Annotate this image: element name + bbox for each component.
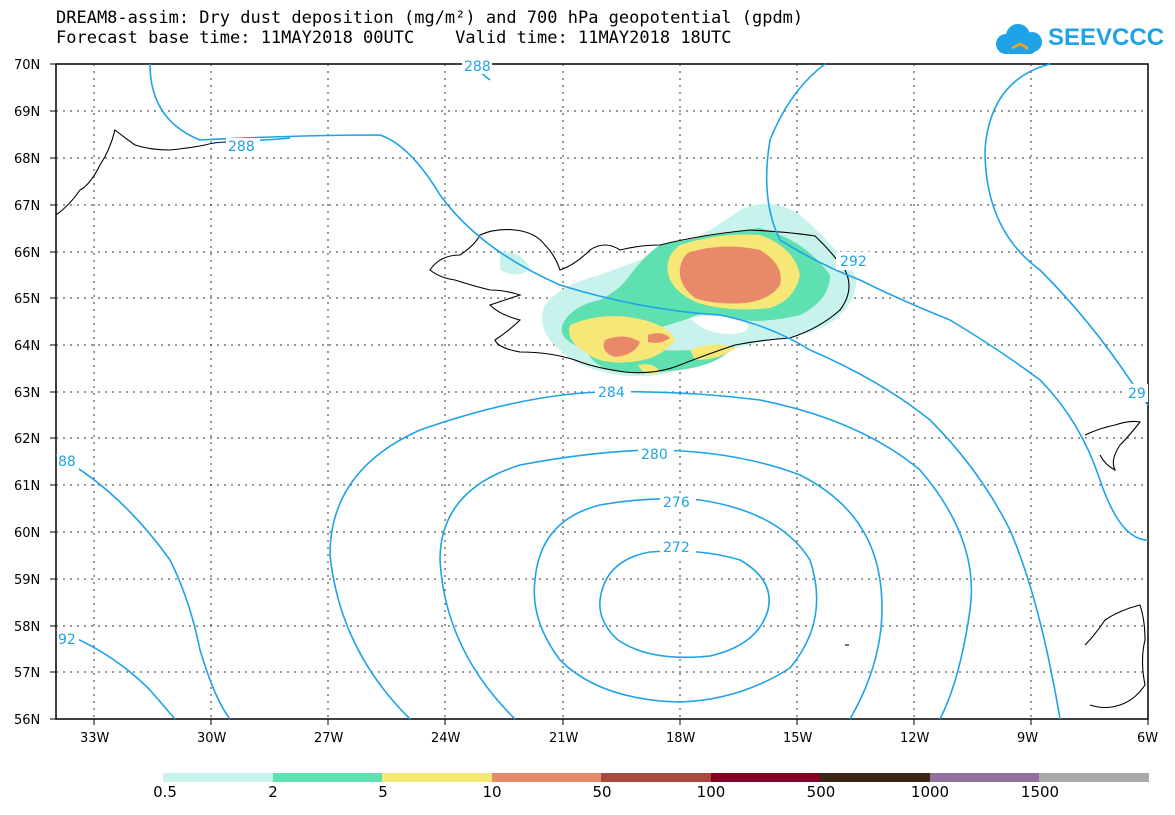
lon-label: 30W xyxy=(197,731,227,746)
colorbar-label: 0.5 xyxy=(153,783,177,801)
contour-label: 276 xyxy=(663,495,690,511)
contour-label: 284 xyxy=(598,385,625,401)
contour-label: 288 xyxy=(228,139,255,155)
lat-label: 66N xyxy=(14,246,40,261)
logo-text: SEEVCCC xyxy=(1048,24,1165,51)
cloud-icon xyxy=(996,24,1042,54)
lat-label: 62N xyxy=(14,432,40,447)
colorbar-segment xyxy=(163,773,273,782)
contour-label-group: 288 288 292 284 280 276 272 29 88 92 xyxy=(57,59,1148,648)
lat-label: 64N xyxy=(14,339,40,354)
contour-label: 88 xyxy=(58,454,76,470)
contour-280-west xyxy=(439,559,516,720)
contour-284-west xyxy=(329,554,411,720)
colorbar xyxy=(163,773,1149,782)
colorbar-label: 1000 xyxy=(910,783,950,801)
axis-ticks xyxy=(50,63,1149,725)
colorbar-segment xyxy=(382,773,492,782)
colorbar-label: 2 xyxy=(268,783,278,801)
colorbar-segment xyxy=(710,773,820,782)
lat-label: 65N xyxy=(14,292,40,307)
lon-label: 9W xyxy=(1017,731,1038,746)
colorbar-label: 5 xyxy=(378,783,388,801)
colorbar-segment xyxy=(929,773,1039,782)
contour-label: 272 xyxy=(663,540,690,556)
contour-288-west xyxy=(55,454,231,720)
lat-label: 69N xyxy=(14,105,40,120)
contour-label: 280 xyxy=(641,447,668,463)
contour-284 xyxy=(329,390,973,720)
geopotential-contours xyxy=(55,63,1149,720)
colorbar-segment xyxy=(272,773,382,782)
coastlines xyxy=(55,129,1146,709)
colorbar-label: 50 xyxy=(592,783,612,801)
lon-label: 33W xyxy=(80,731,110,746)
lat-label: 59N xyxy=(14,573,40,588)
title-line-2: Forecast base time: 11MAY2018 00UTC Vali… xyxy=(56,28,732,48)
contour-label: 288 xyxy=(464,59,491,75)
lon-label: 24W xyxy=(431,731,461,746)
colorbar-label: 500 xyxy=(806,783,836,801)
lat-label: 68N xyxy=(14,152,40,167)
colorbar-segment xyxy=(1039,773,1149,782)
colorbar-label: 10 xyxy=(482,783,502,801)
lon-label: 27W xyxy=(314,731,344,746)
lon-label: 12W xyxy=(900,731,930,746)
lat-label: 57N xyxy=(14,666,40,681)
contour-272 xyxy=(599,550,770,659)
lat-label: 56N xyxy=(14,713,40,728)
lat-label: 60N xyxy=(14,526,40,541)
lat-label: 58N xyxy=(14,620,40,635)
contour-292 xyxy=(765,63,1149,541)
colorbar-segment xyxy=(820,773,930,782)
colorbar-label: 1500 xyxy=(1020,783,1060,801)
lon-label: 15W xyxy=(783,731,813,746)
contour-288 xyxy=(149,63,1061,720)
title-line-1: DREAM8-assim: Dry dust deposition (mg/m²… xyxy=(56,8,804,28)
lat-label: 61N xyxy=(14,479,40,494)
contour-label: 29 xyxy=(1128,386,1146,402)
contour-296 xyxy=(984,63,1149,406)
lat-label: 63N xyxy=(14,386,40,401)
colorbar-segment xyxy=(601,773,711,782)
lon-label: 18W xyxy=(666,731,696,746)
contour-280 xyxy=(439,449,883,720)
colorbar-segment xyxy=(491,773,601,782)
latitude-labels: 70N 69N 68N 67N 66N 65N 64N 63N 62N 61N … xyxy=(14,58,40,728)
lat-label: 67N xyxy=(14,199,40,214)
contour-276 xyxy=(533,497,818,703)
colorbar-label: 100 xyxy=(696,783,726,801)
map-title: DREAM8-assim: Dry dust deposition (mg/m²… xyxy=(56,8,803,48)
lon-label: 21W xyxy=(549,731,579,746)
longitude-labels: 33W 30W 27W 24W 21W 18W 15W 12W 9W 6W xyxy=(80,731,1158,746)
contour-label: 292 xyxy=(840,254,867,270)
lon-label: 6W xyxy=(1137,731,1158,746)
contour-label: 92 xyxy=(58,632,76,648)
lat-label: 70N xyxy=(14,58,40,73)
